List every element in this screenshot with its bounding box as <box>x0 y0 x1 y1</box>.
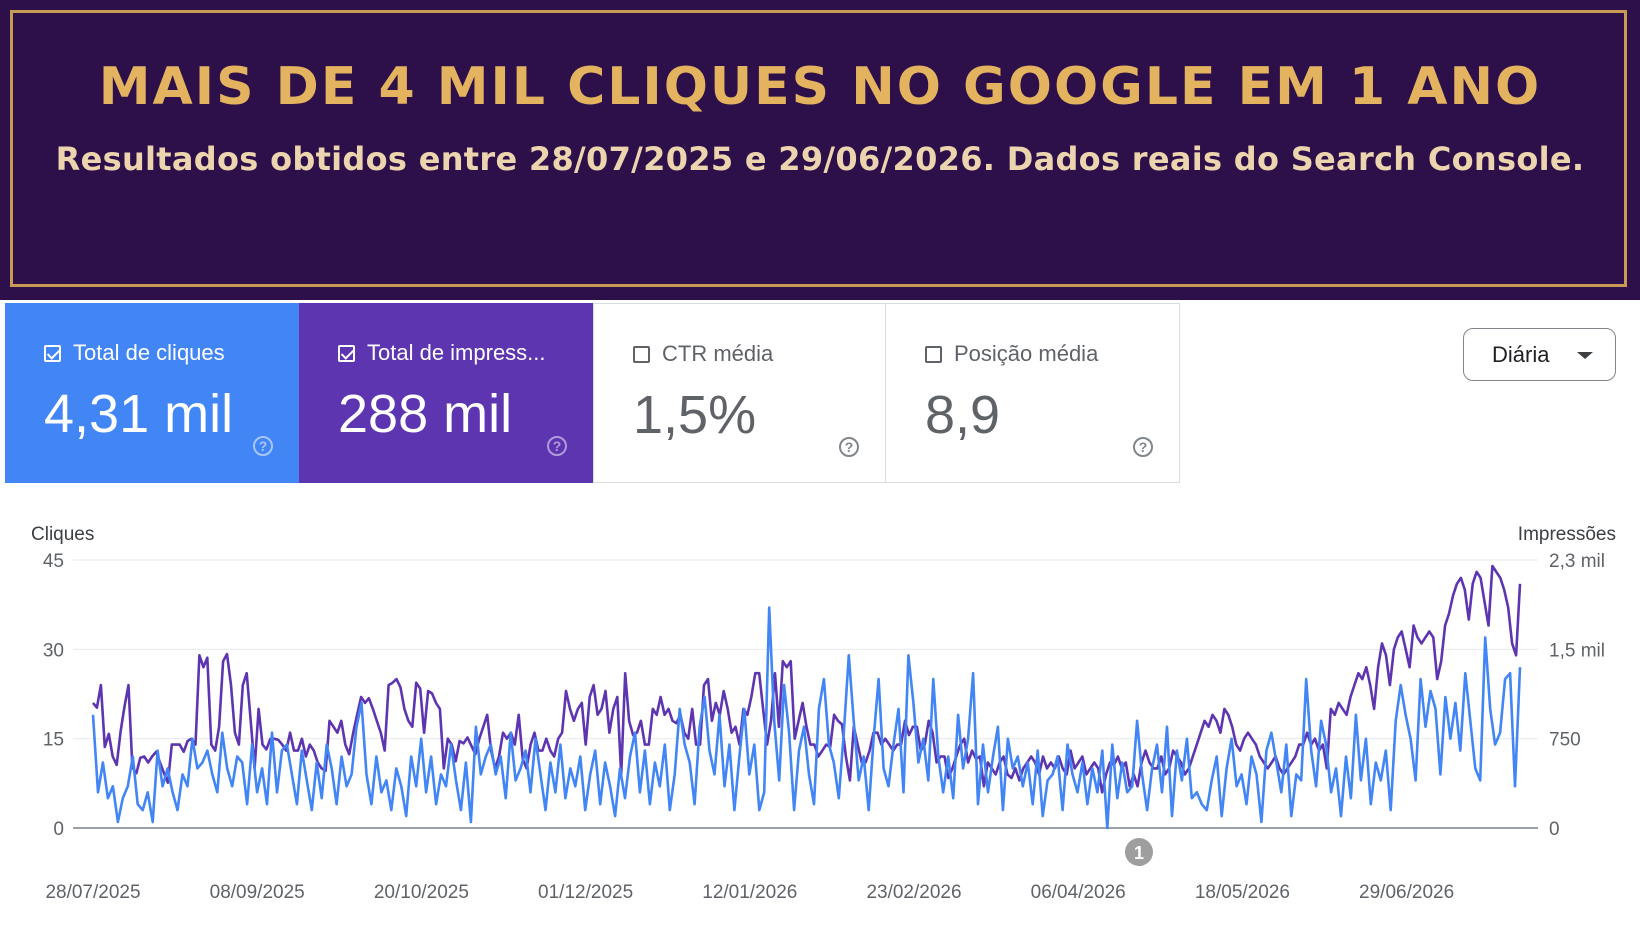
granularity-label: Diária <box>1492 342 1550 367</box>
series-lines <box>91 564 1522 830</box>
help-circle-icon[interactable]: ? <box>839 437 859 457</box>
metric-label: CTR média <box>662 341 774 366</box>
x-tick-label: 06/04/2026 <box>1031 882 1126 903</box>
annotation-label: 1 <box>1134 843 1144 863</box>
grid-lines <box>73 559 1538 829</box>
banner-frame <box>10 10 1627 287</box>
checkbox-icon[interactable] <box>338 344 355 362</box>
x-tick-label: 20/10/2025 <box>374 882 469 903</box>
x-tick-label: 12/01/2026 <box>702 882 797 903</box>
metric-label: Total de impress... <box>367 340 546 365</box>
annotation-marker[interactable]: 1 <box>1125 838 1153 866</box>
metric-label: Posição média <box>954 341 1099 366</box>
metric-value: 288 mil <box>338 384 513 444</box>
y-axis-title-left: Cliques <box>31 524 94 545</box>
annotation-circle[interactable] <box>1125 838 1153 866</box>
x-tick-label: 28/07/2025 <box>45 882 140 903</box>
performance-chart: Cliques Impressões 0 15 30 45 0 750 1,5 mil 2,… <box>31 524 1616 903</box>
series-line-clicks <box>91 606 1522 830</box>
y-tick-label: 30 <box>43 640 64 661</box>
help-circle-icon[interactable]: ? <box>1133 437 1153 457</box>
banner-subtitle: Resultados obtidos entre 28/07/2025 e 29… <box>55 140 1585 178</box>
granularity-dropdown[interactable]: Diária <box>1463 328 1616 381</box>
metric-value: 8,9 <box>925 385 1001 445</box>
y-tick-label: 15 <box>43 730 64 751</box>
checkbox-icon[interactable] <box>633 345 650 363</box>
x-tick-label: 01/12/2025 <box>538 882 633 903</box>
x-tick-label: 18/05/2026 <box>1195 882 1290 903</box>
caret-down-icon <box>1577 352 1593 359</box>
metric-value: 4,31 mil <box>44 384 234 444</box>
checkbox-icon[interactable] <box>44 344 61 362</box>
y-tick-label: 45 <box>43 551 64 572</box>
x-ticks: 28/07/2025 08/09/2025 20/10/2025 01/12/2025… <box>45 882 1454 903</box>
checkbox-icon[interactable] <box>925 345 942 363</box>
y-axis-title-right: Impressões <box>1518 524 1616 545</box>
metric-value: 1,5% <box>633 385 757 445</box>
y2-tick-label: 1,5 mil <box>1549 640 1605 661</box>
y2-tick-label: 0 <box>1549 819 1560 840</box>
y2-tick-label: 750 <box>1549 730 1581 751</box>
banner-title: MAIS DE 4 MIL CLIQUES NO GOOGLE EM 1 ANO <box>98 57 1542 117</box>
y-ticks-right: 0 750 1,5 mil 2,3 mil <box>1549 551 1605 840</box>
metric-card-position[interactable]: Posição média 8,9 ? <box>885 303 1180 483</box>
help-circle-icon[interactable]: ? <box>253 436 273 456</box>
help-circle-icon[interactable]: ? <box>547 436 567 456</box>
y2-tick-label: 2,3 mil <box>1549 551 1605 572</box>
metric-label: Total de cliques <box>73 340 225 365</box>
metric-card-clicks[interactable]: Total de cliques 4,31 mil ? <box>5 303 299 483</box>
y-ticks-left: 0 15 30 45 <box>43 551 64 840</box>
y-tick-label: 0 <box>53 819 64 840</box>
x-tick-label: 23/02/2026 <box>866 882 961 903</box>
metric-card-ctr[interactable]: CTR média 1,5% ? <box>593 303 886 483</box>
metric-card-impressions[interactable]: Total de impress... 288 mil ? <box>299 303 593 483</box>
x-tick-label: 29/06/2026 <box>1359 882 1454 903</box>
x-tick-label: 08/09/2025 <box>210 882 305 903</box>
banner: MAIS DE 4 MIL CLIQUES NO GOOGLE EM 1 ANO… <box>0 0 1640 300</box>
